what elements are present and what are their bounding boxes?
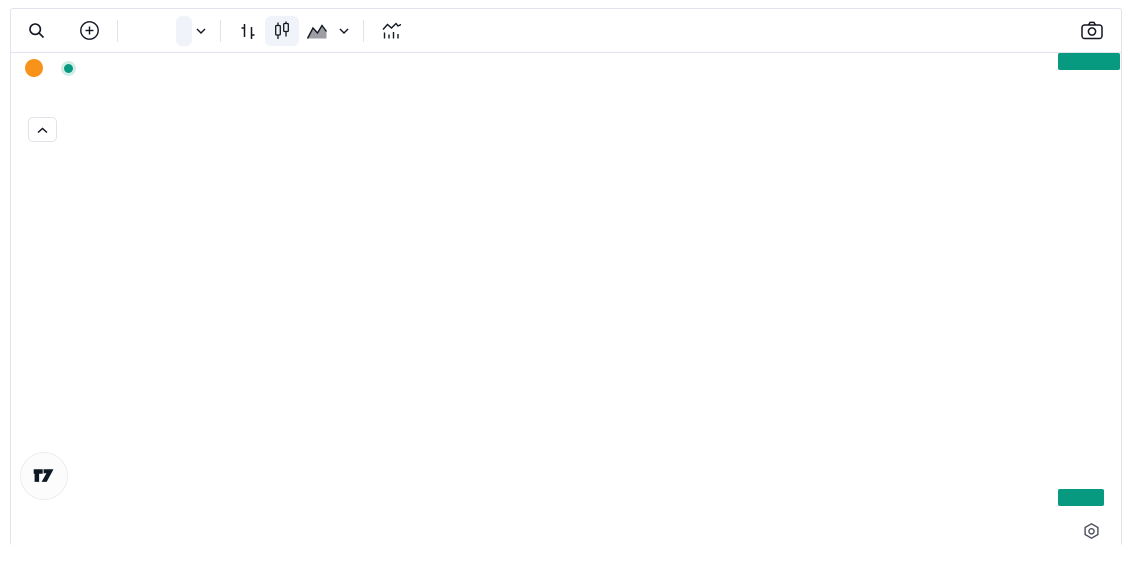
chevron-down-icon xyxy=(196,28,206,34)
search-icon xyxy=(28,22,45,39)
camera-icon xyxy=(1080,20,1104,41)
legend-row-volume xyxy=(25,79,121,101)
intervals-dropdown-button[interactable] xyxy=(192,16,210,46)
candles-chart-icon xyxy=(272,20,292,42)
indicators-button[interactable] xyxy=(374,16,416,46)
bitcoin-logo-icon xyxy=(23,57,45,79)
chevron-down-icon xyxy=(339,28,349,34)
chart-toolbar xyxy=(11,9,1121,53)
interval-30m-button[interactable] xyxy=(144,16,160,46)
volume-badge xyxy=(1058,489,1104,506)
chevron-up-icon xyxy=(37,122,48,137)
bars-chart-icon xyxy=(238,21,258,41)
gear-icon xyxy=(1082,522,1101,544)
chart-style-bars-button[interactable] xyxy=(231,16,265,46)
indicators-icon xyxy=(381,21,403,41)
price-axis[interactable] xyxy=(1057,53,1121,519)
legend-collapse-button[interactable] xyxy=(28,117,57,142)
interval-1d-button[interactable] xyxy=(176,15,192,46)
last-price-badge xyxy=(1058,53,1120,70)
symbol-legend xyxy=(23,57,121,101)
symbol-search-button[interactable] xyxy=(21,16,58,46)
toolbar-divider xyxy=(117,19,118,42)
compare-add-symbol-button[interactable] xyxy=(72,16,107,46)
chart-style-area-button[interactable] xyxy=(299,16,335,46)
candlestick-plot[interactable] xyxy=(11,53,1121,546)
chart-area xyxy=(11,53,1121,546)
interval-1h-button[interactable] xyxy=(160,16,176,46)
snapshot-camera-button[interactable] xyxy=(1073,16,1111,46)
toolbar-divider xyxy=(363,19,364,42)
toolbar-divider xyxy=(220,19,221,42)
market-status-dot-icon xyxy=(64,63,73,73)
legend-row-main xyxy=(23,57,121,79)
chart-style-dropdown-button[interactable] xyxy=(335,16,353,46)
axis-settings-button[interactable] xyxy=(1079,522,1103,544)
tradingview-watermark-logo[interactable] xyxy=(20,452,68,500)
tradingview-chart-widget xyxy=(10,8,1122,546)
area-chart-icon xyxy=(306,22,328,40)
time-axis[interactable] xyxy=(11,519,1121,546)
interval-1m-button[interactable] xyxy=(128,16,144,46)
plus-circle-icon xyxy=(79,20,100,41)
chart-style-candles-button[interactable] xyxy=(265,15,299,46)
